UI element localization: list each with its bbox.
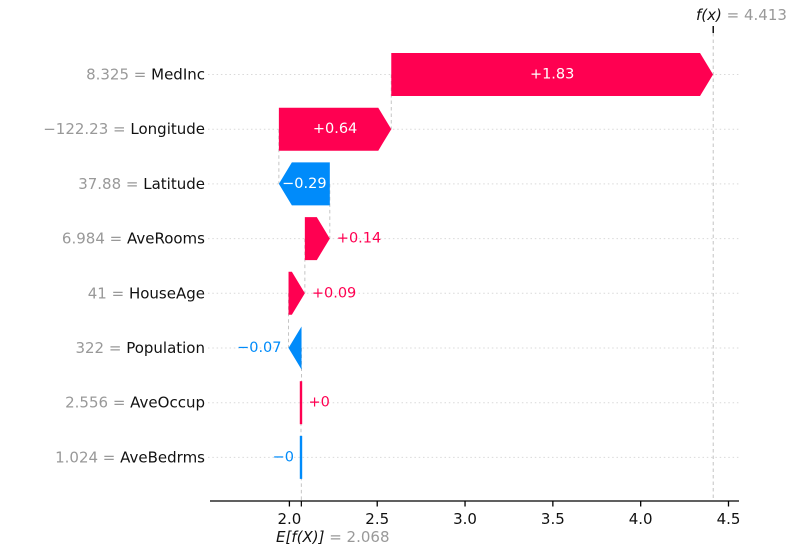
x-tick-text: 3.0 bbox=[453, 510, 477, 528]
shap-bar-medinc bbox=[391, 53, 714, 96]
feature-name-text: Longitude bbox=[130, 120, 205, 138]
bar-value-label: +0.09 bbox=[312, 285, 356, 301]
feature-name-text: Latitude bbox=[143, 175, 205, 193]
x-axis-tick-label: 3.0 bbox=[453, 510, 477, 528]
feature-tick-label: 41 = HouseAge bbox=[88, 284, 205, 302]
feature-tick-label: 37.88 = Latitude bbox=[78, 175, 205, 193]
base-number-text: = 2.068 bbox=[324, 528, 389, 546]
x-axis-tick-label: 2.0 bbox=[277, 510, 301, 528]
bar-value-text: +0.09 bbox=[312, 285, 356, 301]
bar-value-label: −0.07 bbox=[237, 340, 281, 356]
shap-bar-longitude bbox=[278, 107, 392, 151]
shap-bar-aveoccup bbox=[299, 381, 303, 425]
feature-value-text: 1.024 = bbox=[55, 448, 120, 466]
bar-value-label: +0.64 bbox=[313, 121, 357, 137]
feature-value-text: 2.556 = bbox=[65, 394, 130, 412]
x-axis-tick-label: 2.5 bbox=[365, 510, 389, 528]
bar-value-text: −0 bbox=[273, 449, 294, 465]
feature-tick-label: 2.556 = AveOccup bbox=[65, 394, 205, 412]
fx-number-text: = 4.413 bbox=[722, 6, 787, 24]
bar-value-text: +0.64 bbox=[313, 121, 357, 137]
bar-value-text: +1.83 bbox=[530, 67, 574, 83]
feature-name-text: AveBedrms bbox=[120, 448, 205, 466]
feature-value-text: 41 = bbox=[88, 284, 129, 302]
feature-name-text: Population bbox=[126, 339, 205, 357]
base-label-text: E[f(X)] bbox=[276, 528, 325, 546]
feature-value-text: 37.88 = bbox=[78, 175, 143, 193]
feature-value-text: 322 = bbox=[75, 339, 126, 357]
feature-name-text: AveOccup bbox=[130, 394, 205, 412]
bar-value-label: +0.14 bbox=[337, 231, 381, 247]
shap-bar-avebedrms bbox=[299, 435, 303, 479]
feature-name-text: HouseAge bbox=[129, 284, 205, 302]
x-tick-text: 3.5 bbox=[541, 510, 565, 528]
x-axis-tick-label: 4.5 bbox=[717, 510, 741, 528]
fx-label: f(x) = 4.413 bbox=[696, 6, 787, 24]
x-tick-text: 2.5 bbox=[365, 510, 389, 528]
fx-label-text: f(x) bbox=[696, 6, 722, 24]
shap-bar-averooms bbox=[304, 217, 330, 261]
feature-tick-label: 322 = Population bbox=[75, 339, 205, 357]
bar-value-text: −0.29 bbox=[282, 176, 326, 192]
shap-bar-houseage bbox=[288, 271, 305, 315]
feature-value-text: −122.23 = bbox=[43, 120, 130, 138]
bar-value-label: +1.83 bbox=[530, 67, 574, 83]
bar-value-text: −0.07 bbox=[237, 340, 281, 356]
feature-tick-label: 1.024 = AveBedrms bbox=[55, 448, 205, 466]
feature-name-text: AveRooms bbox=[127, 230, 205, 248]
base-value-label: E[f(X)] = 2.068 bbox=[276, 528, 390, 546]
x-tick-text: 4.5 bbox=[717, 510, 741, 528]
x-axis-tick-label: 3.5 bbox=[541, 510, 565, 528]
feature-value-text: 6.984 = bbox=[62, 230, 127, 248]
feature-value-text: 8.325 = bbox=[86, 66, 151, 84]
bar-value-label: +0 bbox=[309, 395, 330, 411]
x-tick-text: 4.0 bbox=[629, 510, 653, 528]
shap-bar-latitude bbox=[278, 162, 330, 206]
feature-tick-label: 8.325 = MedInc bbox=[86, 66, 205, 84]
feature-tick-label: −122.23 = Longitude bbox=[43, 120, 205, 138]
bar-value-label: −0 bbox=[273, 449, 294, 465]
x-axis-tick-label: 4.0 bbox=[629, 510, 653, 528]
bar-value-label: −0.29 bbox=[282, 176, 326, 192]
feature-name-text: MedInc bbox=[151, 66, 205, 84]
feature-tick-label: 6.984 = AveRooms bbox=[62, 230, 205, 248]
x-tick-text: 2.0 bbox=[277, 510, 301, 528]
shap-bar-population bbox=[288, 326, 302, 370]
bar-value-text: +0 bbox=[309, 395, 330, 411]
bar-value-text: +0.14 bbox=[337, 231, 381, 247]
